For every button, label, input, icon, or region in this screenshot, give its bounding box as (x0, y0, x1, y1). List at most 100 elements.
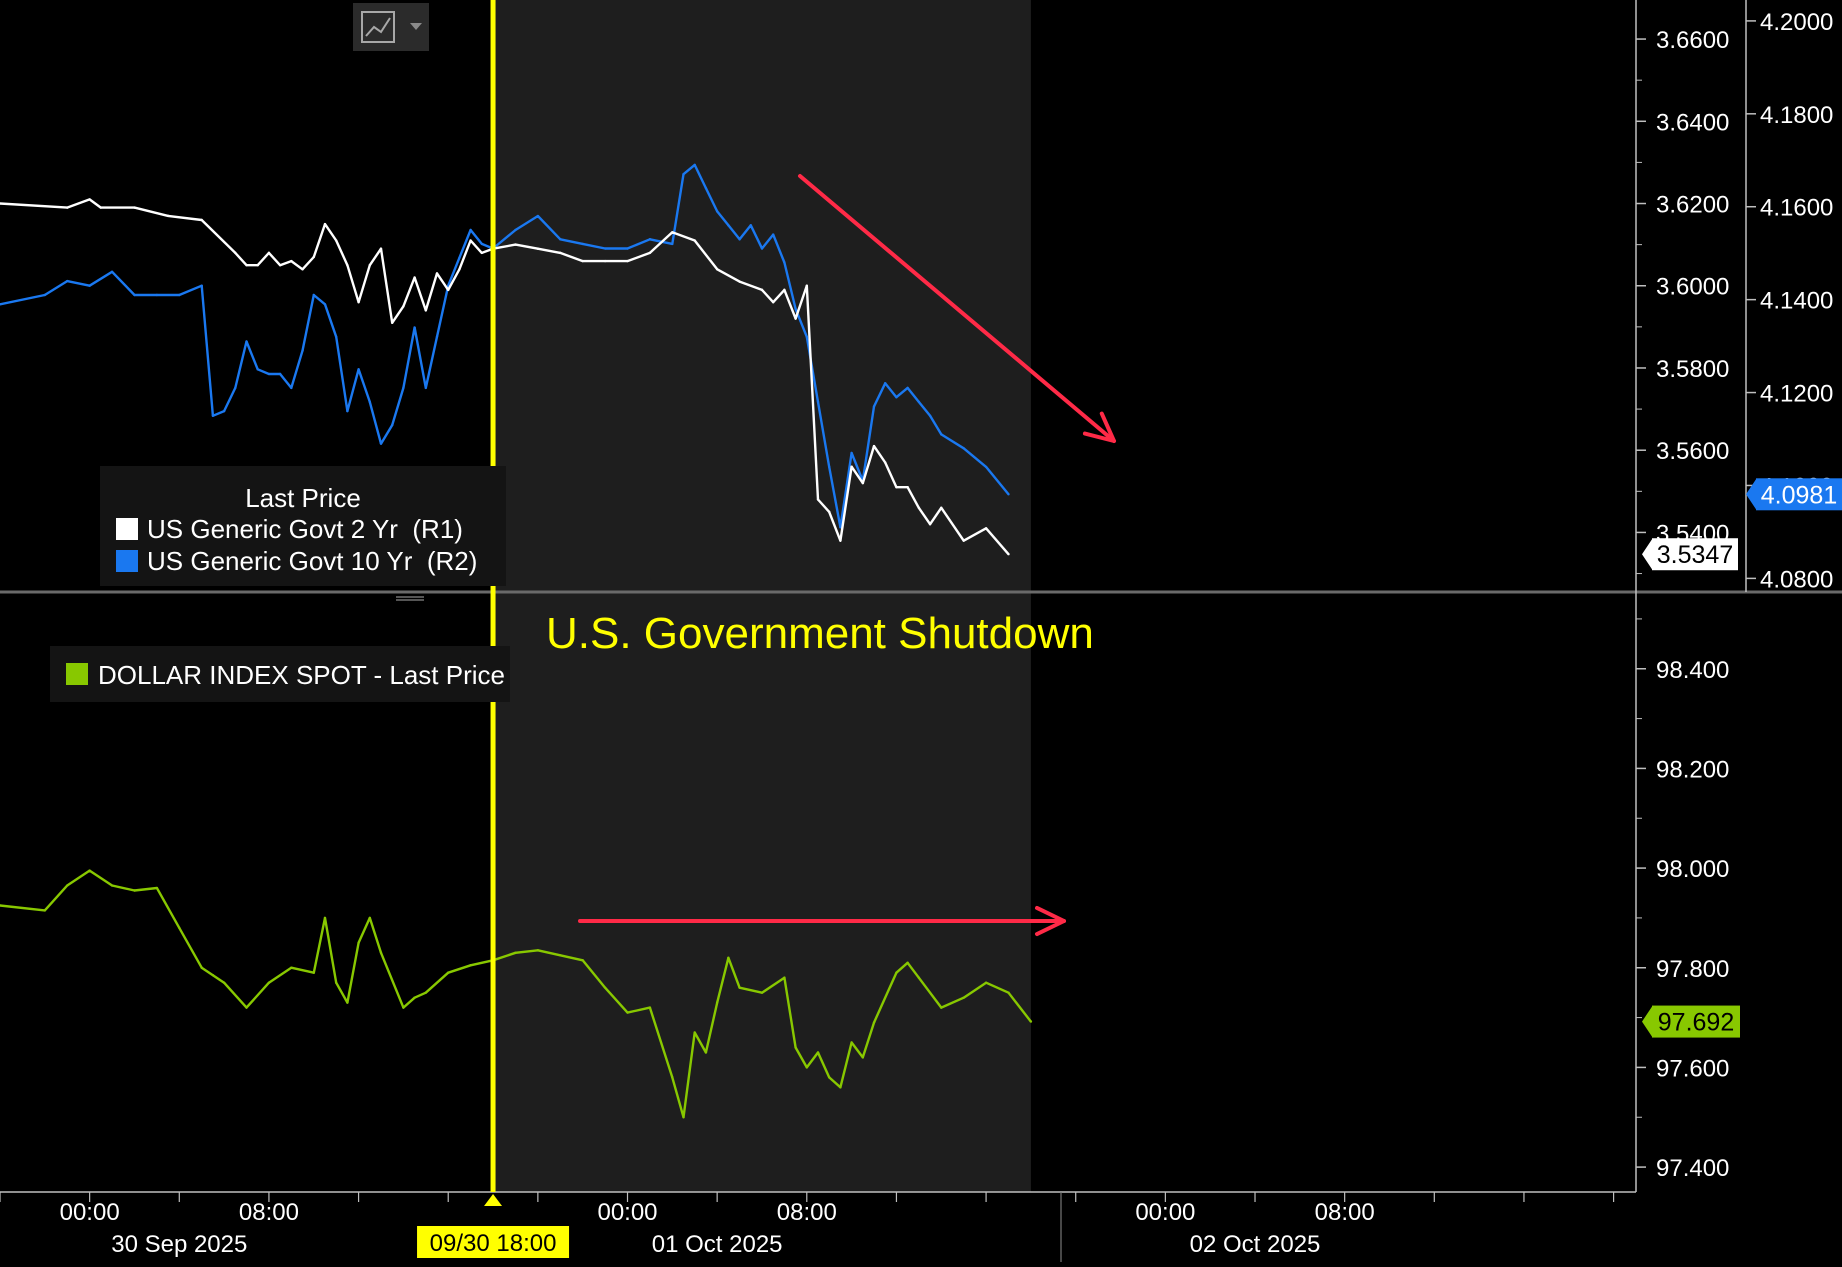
x-axis-date-label: 02 Oct 2025 (1190, 1231, 1321, 1258)
series-us2y-line-point (940, 506, 943, 509)
series-dxy-line-point (88, 869, 91, 872)
legend-top-bg (100, 466, 506, 586)
series-dxy-line-point (783, 976, 786, 979)
series-us2y-line-point (906, 486, 909, 489)
series-dxy-line-point (368, 916, 371, 920)
series-dxy-line-point (962, 996, 965, 999)
series-us2y-line-point (962, 539, 965, 542)
series-dxy-line-point (379, 951, 383, 954)
series-us2y-line-point (816, 498, 820, 501)
series-us2y-line-point (234, 251, 237, 255)
series-us10y-line-point (704, 186, 708, 190)
series-dxy-line-point (738, 986, 741, 989)
x-axis-time-label: 00:00 (597, 1199, 657, 1226)
series-dxy-line-point (906, 961, 909, 964)
series-us2y-line-point (368, 263, 371, 267)
series-us2y-line-point (693, 239, 696, 242)
series-us10y-line-point (66, 279, 69, 283)
series-us2y-line-point (267, 251, 271, 255)
legend-item-us10y: US Generic Govt 10 Yr (R2) (147, 546, 477, 576)
dxy-axis-tick-label: 97.800 (1656, 956, 1729, 983)
series-us10y-line-point (648, 238, 652, 241)
series-us10y-line-point (413, 326, 416, 329)
series-dxy-line-point (290, 966, 293, 969)
series-dxy-line-point (704, 1051, 708, 1054)
series-us2y-line-point (648, 251, 652, 255)
series-dxy-line-point (984, 981, 988, 984)
series-us2y-line-point (514, 243, 517, 246)
annotation-arrow-down (798, 174, 1116, 443)
series-us10y-line-point (805, 335, 808, 339)
last-value-dxy-pointer (1642, 1006, 1652, 1037)
r1-axis-tick-label: 3.5600 (1656, 438, 1729, 465)
dxy-axis-tick-label: 98.400 (1656, 657, 1729, 684)
legend-item-dxy: DOLLAR INDEX SPOT - Last Price (98, 660, 505, 690)
last-value-us2y-pointer (1642, 539, 1652, 570)
series-us10y-line-point (917, 400, 921, 404)
series-us2y-line-point (794, 317, 797, 320)
r2-axis-tick-label: 4.1200 (1760, 381, 1833, 408)
series-dxy-line-point (940, 1006, 943, 1009)
series-us2y-line-point (760, 288, 764, 292)
series-dxy-line-point (1029, 1020, 1033, 1023)
series-us10y-line-point (178, 293, 181, 297)
series-dxy-line-point (402, 1006, 405, 1009)
series-us10y-line-point (245, 340, 248, 343)
series-dxy-line-point (671, 1076, 674, 1079)
series-dxy-line-point (536, 949, 540, 952)
series-us10y-line-point (379, 442, 383, 445)
series-us10y-line-point (402, 386, 405, 390)
series-dxy-line-point (245, 1006, 248, 1009)
last-value-dxy: 97.692 (1658, 1009, 1734, 1037)
series-us2y-line-point (783, 288, 786, 292)
series-dxy-line-point (715, 1001, 719, 1004)
series-us2y-line-point (559, 251, 562, 255)
series-dxy-line-point (514, 951, 517, 954)
series-dxy-line-point (357, 941, 360, 945)
series-dxy-line-point (469, 964, 472, 967)
series-us2y-line-point (872, 444, 876, 448)
event-marker-group: 09/30 18:00 (417, 0, 570, 1258)
shaded-region-group (493, 0, 1031, 1192)
legend-swatch-dxy (66, 663, 88, 685)
chevron-down-icon[interactable] (410, 23, 422, 30)
dxy-axis-tick-label: 97.600 (1656, 1055, 1729, 1082)
x-axis-time-label: 00:00 (60, 1199, 120, 1226)
series-us10y-line-point (323, 303, 327, 306)
y-axes: 3.54003.56003.58003.60003.62003.64003.66… (1636, 9, 1842, 1182)
series-dxy-line-point (872, 1021, 876, 1024)
series-us2y-line-point (0, 202, 2, 205)
series-dxy-line-point (346, 1001, 349, 1004)
series-dxy-line-point (861, 1056, 865, 1059)
series-us10y-line-point (110, 270, 114, 273)
series-us10y-line-point (872, 405, 876, 408)
legend-bottom-bg (50, 646, 510, 702)
annotation-arrows (578, 174, 1116, 937)
series-dxy-line-point (267, 981, 271, 984)
series-dxy-line-point (0, 904, 2, 907)
series-us10y-line-point (895, 396, 898, 399)
line-chart-icon[interactable] (361, 11, 395, 43)
r2-axis-tick-label: 4.1600 (1760, 195, 1833, 222)
r2-axis-tick-label: 4.2000 (1760, 9, 1833, 36)
series-us2y-line-point (390, 321, 394, 324)
series-us10y-line-point (828, 465, 831, 469)
series-dxy-line-point (133, 889, 136, 892)
chart-type-button[interactable] (353, 3, 429, 51)
series-us10y-line-point (940, 433, 943, 436)
series-us10y-line-point (928, 414, 932, 417)
x-axis-time-label: 00:00 (1135, 1199, 1195, 1226)
series-us10y-line-point (133, 293, 136, 297)
r1-axis-tick-label: 3.6200 (1656, 192, 1729, 219)
r1-axis-tick-label: 3.6400 (1656, 109, 1729, 136)
series-dxy-line-point (760, 991, 764, 994)
series-us2y-line-point (88, 198, 91, 201)
series-dxy-line-point (447, 971, 450, 974)
event-label: U.S. Government Shutdown (546, 609, 1094, 658)
series-dxy-line-point (323, 916, 327, 920)
series-us10y-line-point (671, 242, 674, 246)
series-us2y-line-point (839, 539, 842, 542)
x-axis-time-label: 08:00 (1315, 1199, 1375, 1226)
series-us2y-line-point (895, 486, 898, 489)
